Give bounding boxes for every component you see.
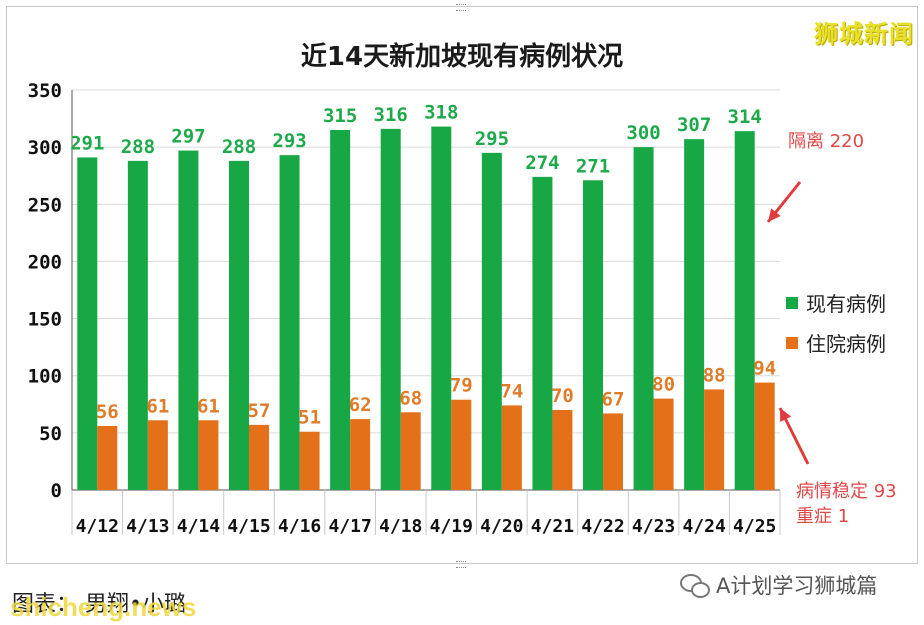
bar-hospitalized xyxy=(147,420,168,490)
x-tick-label: 4/12 xyxy=(76,516,119,537)
y-tick-label: 50 xyxy=(39,423,62,445)
y-tick-label: 200 xyxy=(28,251,62,273)
x-tick-label: 4/21 xyxy=(531,516,574,537)
data-label-hospitalized: 62 xyxy=(349,394,372,416)
x-tick-label: 4/19 xyxy=(430,516,473,537)
data-label-hospitalized: 79 xyxy=(450,375,473,397)
y-tick-label: 300 xyxy=(28,137,62,159)
bar-hospitalized xyxy=(754,382,775,490)
bar-current xyxy=(330,130,351,490)
bar-hospitalized xyxy=(198,420,219,490)
wechat-account-name: A计划学习狮城篇 xyxy=(716,574,878,598)
annotation-isolation: 隔离 220 xyxy=(788,131,865,152)
data-label-current: 274 xyxy=(525,152,559,174)
brand-logo-text: 狮城新闻 xyxy=(814,20,914,48)
bar-current xyxy=(583,180,603,491)
bar-hospitalized xyxy=(249,424,269,490)
legend-swatch-hospitalized xyxy=(786,336,798,349)
annotation-stable: 病情稳定 93 xyxy=(796,481,897,502)
data-label-hospitalized: 74 xyxy=(500,380,523,402)
bar-current xyxy=(229,160,249,490)
data-label-hospitalized: 94 xyxy=(753,358,776,380)
bar-current xyxy=(532,176,553,490)
bar-hospitalized xyxy=(704,389,725,490)
arrow-isolation-head xyxy=(768,208,781,222)
x-tick-label: 4/18 xyxy=(379,516,422,537)
bar-current xyxy=(127,160,148,490)
legend-label-hospitalized: 住院病例 xyxy=(806,332,886,356)
annotation-critical: 重症 1 xyxy=(796,506,850,527)
y-tick-label: 150 xyxy=(28,309,62,331)
data-label-current: 300 xyxy=(626,122,660,144)
bar-current xyxy=(431,126,452,491)
x-tick-label: 4/23 xyxy=(632,516,675,537)
data-label-hospitalized: 61 xyxy=(197,395,220,417)
data-label-hospitalized: 56 xyxy=(96,401,119,423)
bar-current xyxy=(380,128,401,490)
legend-item-current: 现有病例 xyxy=(786,288,886,317)
y-tick-label: 250 xyxy=(28,194,62,216)
bar-hospitalized xyxy=(451,399,472,490)
x-tick-label: 4/14 xyxy=(177,516,221,537)
bottom-resize-handle[interactable] xyxy=(456,561,466,568)
bar-hospitalized xyxy=(501,405,522,490)
wechat-icon xyxy=(680,574,710,598)
bar-current xyxy=(178,150,199,491)
x-tick-label: 4/22 xyxy=(581,516,624,537)
data-label-current: 314 xyxy=(728,106,762,128)
data-label-current: 288 xyxy=(121,136,155,158)
data-label-current: 315 xyxy=(323,105,357,127)
legend-label-current: 现有病例 xyxy=(806,292,886,316)
data-label-hospitalized: 88 xyxy=(703,364,726,386)
x-tick-label: 4/20 xyxy=(480,516,523,537)
data-label-current: 271 xyxy=(576,155,610,177)
x-tick-label: 4/24 xyxy=(682,516,726,537)
x-tick-label: 4/25 xyxy=(733,516,776,537)
bar-current xyxy=(77,157,98,490)
data-label-hospitalized: 61 xyxy=(146,395,169,417)
bar-current xyxy=(481,152,502,490)
y-tick-label: 0 xyxy=(51,480,62,502)
bar-current xyxy=(279,155,300,490)
bar-hospitalized xyxy=(400,412,421,490)
data-label-current: 316 xyxy=(374,104,408,126)
data-label-hospitalized: 70 xyxy=(551,385,574,407)
legend-item-hospitalized: 住院病例 xyxy=(786,328,886,357)
data-label-current: 288 xyxy=(222,136,256,158)
chart-title: 近14天新加坡现有病例状况 xyxy=(300,42,624,72)
data-label-current: 297 xyxy=(171,126,205,148)
legend-swatch-current xyxy=(786,296,798,309)
data-label-hospitalized: 67 xyxy=(602,388,625,410)
wechat-account: A计划学习狮城篇 xyxy=(680,570,877,600)
bar-current xyxy=(684,139,705,490)
bar-current xyxy=(633,147,654,490)
x-tick-label: 4/15 xyxy=(227,516,270,537)
y-tick-label: 100 xyxy=(28,366,62,388)
x-tick-label: 4/17 xyxy=(328,516,371,537)
top-resize-handle[interactable] xyxy=(456,4,466,11)
data-label-current: 307 xyxy=(677,114,711,136)
y-tick-label: 350 xyxy=(28,80,62,102)
data-label-current: 318 xyxy=(424,102,458,124)
data-label-hospitalized: 68 xyxy=(399,387,422,409)
x-tick-label: 4/16 xyxy=(278,516,321,537)
x-tick-label: 4/13 xyxy=(126,516,169,537)
bar-hospitalized xyxy=(97,426,118,490)
chart-credit: 图表： 男翔•小璐 xyxy=(12,592,186,617)
bar-hospitalized xyxy=(653,398,674,490)
data-label-current: 293 xyxy=(272,130,306,152)
data-label-current: 295 xyxy=(475,128,509,150)
bar-hospitalized xyxy=(299,431,320,490)
bar-hospitalized xyxy=(350,419,371,490)
bar-hospitalized xyxy=(552,410,573,490)
data-label-hospitalized: 57 xyxy=(248,400,271,422)
data-label-hospitalized: 80 xyxy=(652,374,675,396)
arrow-stable-head xyxy=(780,408,792,422)
data-label-hospitalized: 51 xyxy=(298,407,321,429)
bar-current xyxy=(734,131,755,490)
site-watermark: shicheng.news xyxy=(10,592,197,622)
bar-hospitalized xyxy=(603,413,623,490)
data-label-current: 291 xyxy=(70,132,104,154)
